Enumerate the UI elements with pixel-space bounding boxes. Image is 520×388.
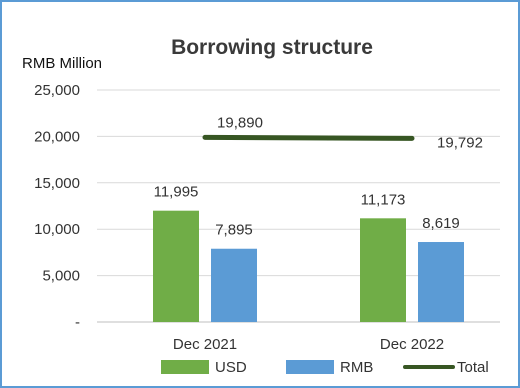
category-labels: Dec 2021 Dec 2022 (173, 336, 444, 353)
total-line (202, 134, 415, 141)
bar-usd-1 (360, 218, 406, 322)
legend-swatch-rmb (286, 360, 334, 374)
y-tick-label: 15,000 (34, 175, 80, 192)
y-axis-ticks: - 5,000 10,000 15,000 20,000 25,000 (34, 82, 80, 331)
legend-label-rmb: RMB (340, 359, 373, 376)
y-unit-label: RMB Million (22, 55, 102, 72)
y-tick-label: 25,000 (34, 82, 80, 99)
data-label-total: 19,890 (217, 114, 263, 131)
bar-usd-0 (153, 210, 199, 322)
data-label-rmb: 8,619 (422, 215, 460, 232)
legend-label-usd: USD (215, 359, 247, 376)
legend: USD RMB Total (161, 359, 489, 376)
data-label-rmb: 7,895 (215, 222, 253, 239)
data-label-usd: 11,995 (154, 184, 199, 201)
y-tick-label: 5,000 (42, 268, 80, 285)
bar-rmb-1 (418, 242, 464, 322)
data-labels: 11,995 11,173 7,895 8,619 19,890 19,792 (154, 114, 483, 238)
chart-title: Borrowing structure (171, 36, 373, 59)
y-tick-label: 20,000 (34, 128, 80, 145)
legend-swatch-usd (161, 360, 209, 374)
series-line-total (202, 134, 415, 141)
bars (153, 210, 464, 322)
y-tick-label: - (75, 314, 80, 331)
x-category-label: Dec 2022 (380, 336, 444, 353)
x-category-label: Dec 2021 (173, 336, 237, 353)
data-label-usd: 11,173 (361, 191, 406, 208)
y-tick-label: 10,000 (34, 221, 80, 238)
bar-rmb-0 (211, 248, 257, 322)
data-label-total: 19,792 (437, 134, 483, 151)
legend-label-total: Total (457, 359, 489, 376)
